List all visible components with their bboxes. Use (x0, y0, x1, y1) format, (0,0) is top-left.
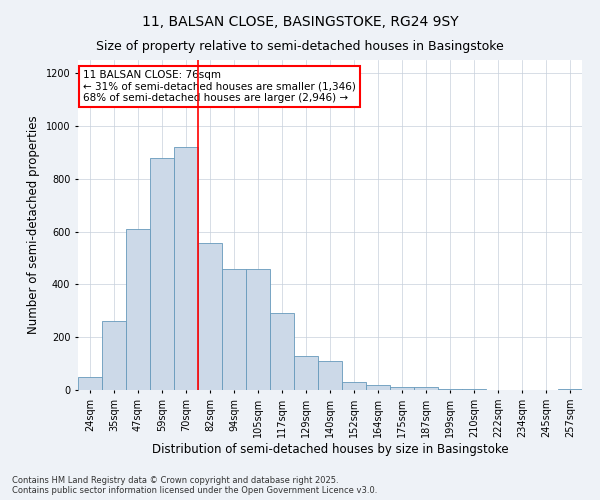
Bar (390, 387, 414, 390)
Text: 11 BALSAN CLOSE: 76sqm
← 31% of semi-detached houses are smaller (1,346)
68% of : 11 BALSAN CLOSE: 76sqm ← 31% of semi-det… (83, 70, 356, 103)
Bar (150, 158, 174, 390)
Y-axis label: Number of semi-detached properties: Number of semi-detached properties (27, 116, 40, 334)
X-axis label: Distribution of semi-detached houses by size in Basingstoke: Distribution of semi-detached houses by … (152, 442, 508, 456)
Text: 11, BALSAN CLOSE, BASINGSTOKE, RG24 9SY: 11, BALSAN CLOSE, BASINGSTOKE, RG24 9SY (142, 15, 458, 29)
Bar (438, 388, 462, 390)
Bar (78, 377, 102, 390)
Text: Size of property relative to semi-detached houses in Basingstoke: Size of property relative to semi-detach… (96, 40, 504, 53)
Bar (102, 322, 126, 390)
Bar (198, 244, 222, 390)
Bar (366, 384, 390, 390)
Bar (174, 147, 198, 390)
Text: Contains HM Land Registry data © Crown copyright and database right 2025.
Contai: Contains HM Land Registry data © Crown c… (12, 476, 377, 495)
Bar (414, 388, 438, 390)
Bar (294, 356, 318, 390)
Bar (126, 229, 150, 390)
Bar (246, 268, 270, 390)
Bar (270, 314, 294, 390)
Bar (462, 389, 486, 390)
Bar (342, 382, 366, 390)
Bar (222, 268, 246, 390)
Bar (318, 361, 342, 390)
